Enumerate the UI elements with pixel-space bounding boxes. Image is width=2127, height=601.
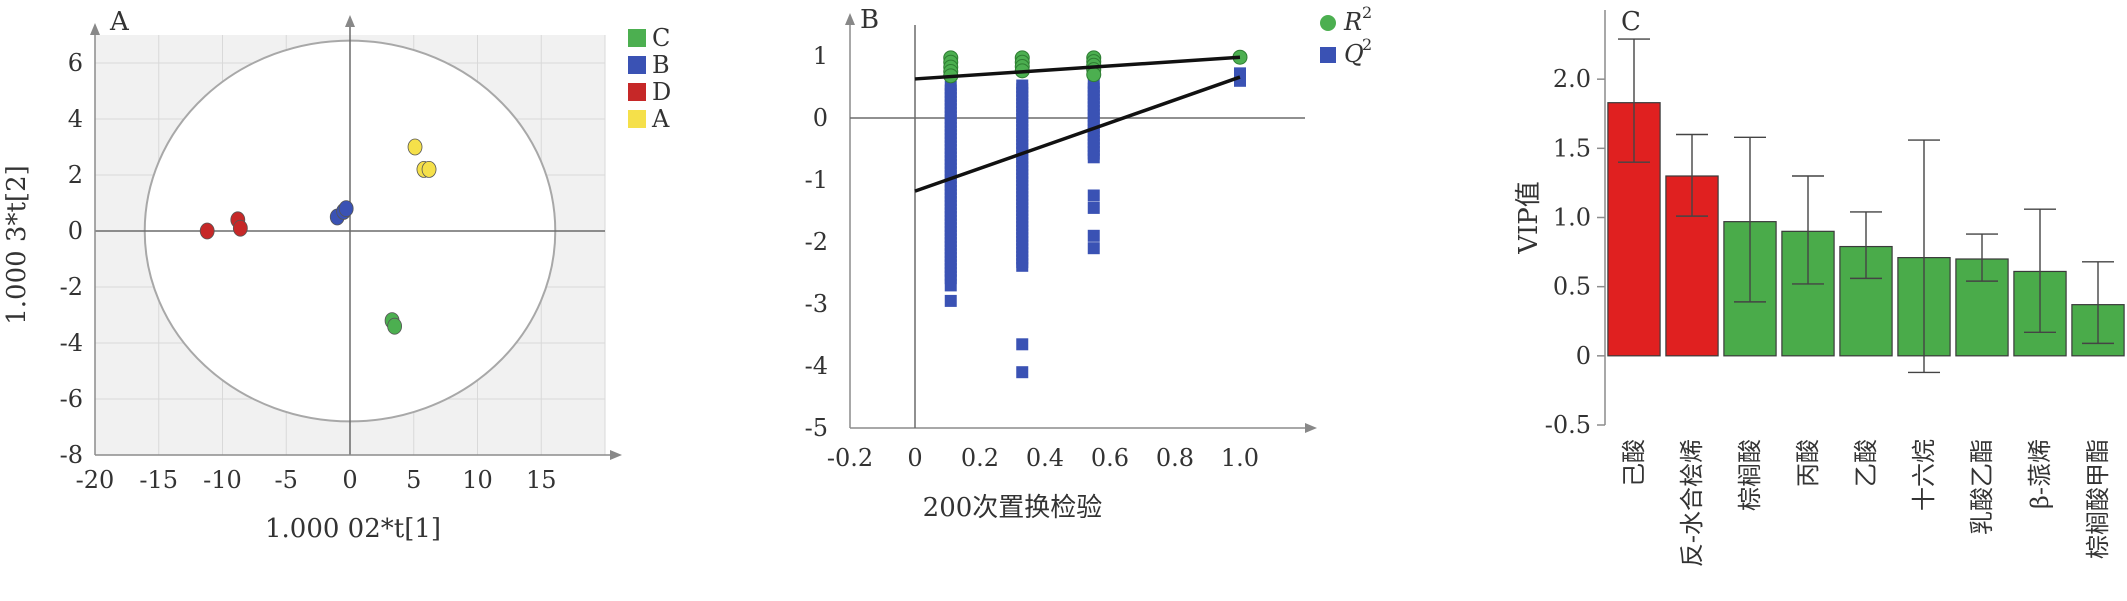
x-arrow-icon (1305, 423, 1317, 433)
x-tick-label: -15 (139, 466, 178, 494)
q2-point (1016, 338, 1029, 351)
x-tick-label: 15 (526, 466, 557, 494)
y-tick-label: -5 (805, 414, 828, 442)
data-point-A (421, 160, 437, 178)
x-tick-label: 0.2 (961, 444, 999, 472)
x-tick-label: 0 (907, 444, 922, 472)
y-tick-label: -8 (60, 441, 83, 469)
category-label: 丙酸 (1794, 439, 1822, 487)
data-point-D (199, 222, 215, 240)
y-tick-label: 1.0 (1553, 204, 1591, 232)
data-point-A (407, 138, 423, 156)
y-tick-label: -3 (805, 290, 828, 318)
data-point-C (387, 317, 403, 335)
y-tick-label: 6 (68, 49, 83, 77)
legend-superscript: 2 (1362, 3, 1372, 22)
panel-letter: C (1621, 7, 1641, 37)
legend-label: B (652, 51, 670, 79)
q2-point (1016, 366, 1029, 379)
q2-point (1087, 201, 1100, 214)
x-axis-label: 200次置换检验 (923, 493, 1103, 523)
legend-swatch (628, 110, 646, 128)
x-tick-label: -0.2 (827, 444, 873, 472)
y-tick-label: 0 (1576, 342, 1591, 370)
data-point-B (338, 200, 354, 218)
y-tick-label: 1 (813, 42, 828, 70)
y-tick-label: 2 (68, 161, 83, 189)
legend-label: D (652, 78, 671, 106)
data-point-D (232, 219, 248, 237)
y-axis-label: VIP值 (1514, 181, 1544, 255)
category-label: 乳酸乙酯 (1968, 439, 1996, 535)
y-tick-label: -4 (805, 352, 828, 380)
q2-regression-line (914, 75, 1241, 193)
legend-superscript: 2 (1362, 35, 1372, 54)
category-label: 反-水合桧烯 (1678, 439, 1706, 567)
x-tick-label: 0 (342, 466, 357, 494)
y-axis-arrow-icon (90, 23, 100, 35)
category-label: 棕榈酸 (1736, 439, 1764, 511)
x-tick-label: -10 (203, 466, 242, 494)
x-tick-label: 1.0 (1221, 444, 1259, 472)
legend-label: A (651, 105, 670, 133)
category-label: 棕榈酸甲酯 (2084, 439, 2112, 559)
y-tick-label: -6 (60, 385, 83, 413)
y-tick-label: -2 (805, 228, 828, 256)
y-tick-label: 0.5 (1553, 273, 1591, 301)
legend-label: R (1343, 8, 1362, 36)
panel-letter: A (109, 7, 130, 37)
y-tick-label: 1.5 (1553, 134, 1591, 162)
q2-point (1087, 189, 1100, 202)
x-tick-label: 0.6 (1091, 444, 1129, 472)
category-label: β-蒎烯 (2026, 439, 2054, 509)
category-label: 己酸 (1620, 439, 1648, 487)
x-tick-label: -5 (275, 466, 298, 494)
legend-marker (1320, 15, 1336, 31)
legend-swatch (628, 83, 646, 101)
x-axis-label: 1.000 02*t[1] (265, 514, 441, 544)
legend-marker (1320, 47, 1336, 63)
x-arrow-icon (610, 450, 622, 460)
legend-swatch (628, 29, 646, 47)
q2-point (944, 279, 957, 292)
panel-b-chart: -0.2 0 0.2 0.4 0.6 0.8 1.0 1 0 -1 -2 -3 -4 -5 200次置换检验… (805, 3, 1373, 523)
y-tick-label: 0 (68, 217, 83, 245)
legend-swatch (628, 56, 646, 74)
panel-c: 2.0 1.5 1.0 0.5 0 -0.5 VIP值 C 己酸 反-水合桧烯 棕榈酸 丙酸 乙酸 十六烷… (1495, 0, 2127, 601)
y-tick-label: -2 (60, 273, 83, 301)
x-tick-label: -20 (76, 466, 115, 494)
panel-b: -0.2 0 0.2 0.4 0.6 0.8 1.0 1 0 -1 -2 -3 -4 -5 200次置换检验… (790, 0, 1390, 601)
panel-c-chart: 2.0 1.5 1.0 0.5 0 -0.5 VIP值 C 己酸 反-水合桧烯 棕榈酸 丙酸 乙酸 十六烷… (1514, 7, 2125, 567)
category-label: 十六烷 (1910, 439, 1938, 511)
category-label: 乙酸 (1852, 439, 1880, 487)
panel-letter: B (860, 5, 879, 35)
y-arrow-icon (845, 13, 855, 25)
legend-label: Q (1344, 40, 1364, 68)
x-tick-label: 10 (462, 466, 493, 494)
q2-point (944, 80, 957, 91)
q2-point (1087, 229, 1100, 242)
y-tick-label: 4 (68, 105, 83, 133)
panel-a-chart: -20 -15 -10 -5 0 5 10 15 6 4 2 0 -2 -4 -6 -8 1.000 02*t[… (2, 7, 671, 544)
r2-point (1086, 67, 1102, 83)
x-tick-label: 5 (406, 466, 421, 494)
q2-point (1087, 78, 1100, 89)
q2-point (944, 294, 957, 307)
q2-point (1087, 242, 1100, 255)
x-tick-label: 0.8 (1156, 444, 1194, 472)
legend-label: C (652, 24, 670, 52)
y-tick-label: -0.5 (1545, 411, 1591, 439)
x-tick-label: 0.4 (1026, 444, 1064, 472)
y-tick-label: 0 (813, 104, 828, 132)
y-tick-label: 2.0 (1553, 65, 1591, 93)
y-tick-label: -4 (60, 329, 83, 357)
q2-point (1016, 79, 1029, 90)
y-axis-label: 1.000 3*t[2] (2, 165, 32, 325)
y-arrow-icon (345, 15, 355, 27)
panel-a: -20 -15 -10 -5 0 5 10 15 6 4 2 0 -2 -4 -6 -8 1.000 02*t[… (0, 0, 700, 601)
r2-regression-line (914, 55, 1241, 81)
y-tick-label: -1 (805, 166, 828, 194)
